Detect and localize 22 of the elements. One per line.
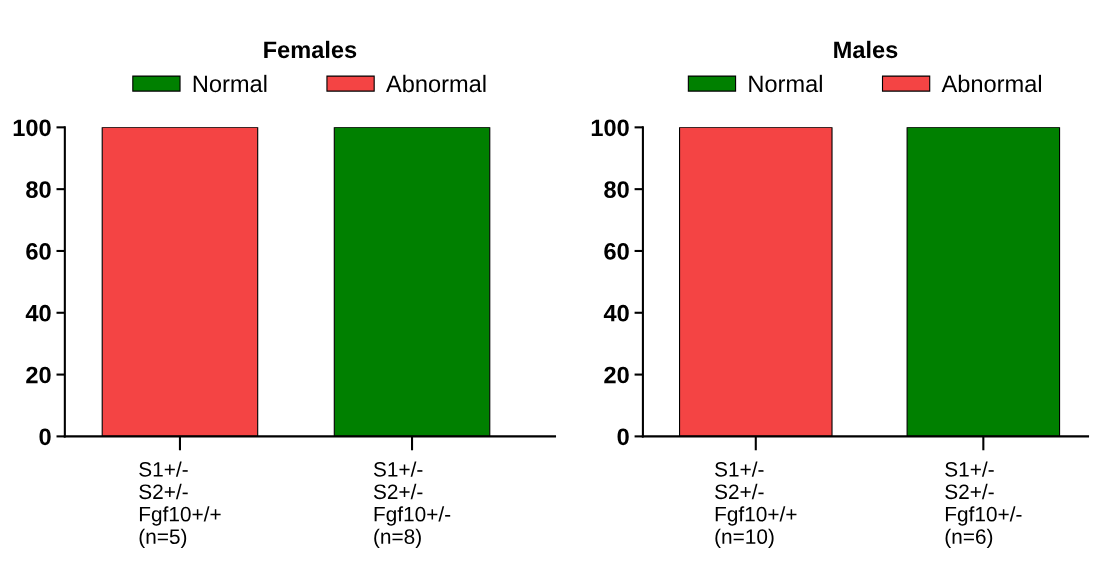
legend-label: Normal <box>749 74 822 93</box>
y-tick-label: 100 <box>13 119 51 137</box>
y-tick-label: 80 <box>26 181 51 198</box>
chart-title: Females <box>264 40 357 59</box>
y-tick-label: 20 <box>26 366 51 384</box>
y-tick-label: 40 <box>603 304 629 322</box>
y-tick-label: 0 <box>39 428 51 446</box>
chart-title: Males <box>834 40 898 59</box>
x-tick-label: S1+/- S2+/- Fgf10+/+ (n=5) <box>139 461 221 549</box>
y-tick-label: 60 <box>604 243 629 260</box>
y-tick-label: 100 <box>591 119 629 137</box>
y-tick-label: 80 <box>604 181 629 198</box>
legend-label: Abnormal <box>386 74 486 93</box>
legend-label: Normal <box>193 74 267 93</box>
y-tick-label: 20 <box>604 366 629 384</box>
legend-label: Abnormal <box>941 74 1041 93</box>
y-tick-label: 40 <box>25 304 51 322</box>
x-tick-label: S1+/- S2+/- Fgf10+/- (n=8) <box>373 461 451 549</box>
y-tick-label: 0 <box>617 428 629 446</box>
x-tick-label: S1+/- S2+/- Fgf10+/- (n=6) <box>945 461 1022 549</box>
x-tick-label: S1+/- S2+/- Fgf10+/+ (n=10) <box>715 461 797 549</box>
y-tick-label: 60 <box>26 243 51 260</box>
